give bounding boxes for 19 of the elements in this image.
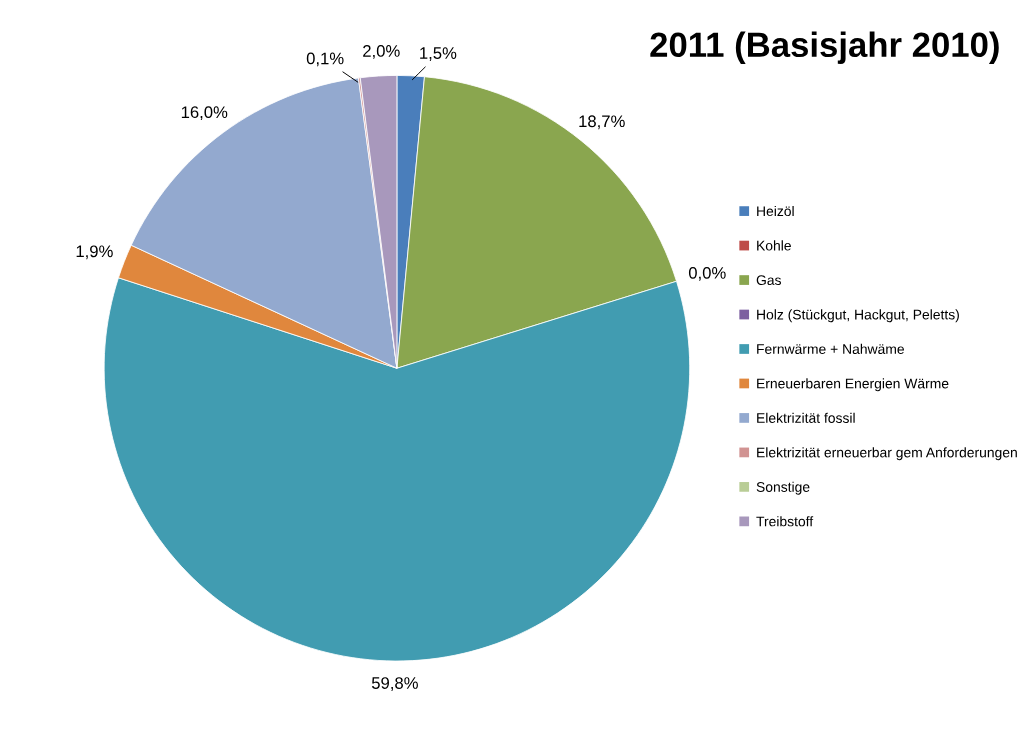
chart-title: 2011 (Basisjahr 2010) xyxy=(650,31,999,64)
data-label: 2,0% xyxy=(363,45,400,59)
data-label: 16,0% xyxy=(181,106,228,121)
legend-label: Heizöl xyxy=(757,205,794,217)
legend-label: Kohle xyxy=(757,240,791,251)
data-label: 18,7% xyxy=(579,115,625,130)
data-label: 0,1% xyxy=(306,52,344,67)
legend-label: Elektrizität erneuerbar gem Anforderungen xyxy=(757,447,1017,461)
legend-label: Sonstige xyxy=(756,481,810,495)
data-label: 1,5% xyxy=(420,47,457,61)
legend-label: Holz (Stückgut, Hackgut, Peletts) xyxy=(757,309,959,323)
data-label: 59,8% xyxy=(371,677,418,691)
legend-label: Elektrizität fossil xyxy=(757,412,855,423)
text: 0,0% xyxy=(688,266,726,281)
legend-label: Fernwärme + Nahwäme xyxy=(757,343,904,354)
data-label: 1,9% xyxy=(76,245,113,260)
legend-label: Treibstoff xyxy=(756,516,814,527)
legend-label: Erneuerbaren Energien Wärme xyxy=(757,378,949,392)
legend-label: Gas xyxy=(756,275,781,286)
